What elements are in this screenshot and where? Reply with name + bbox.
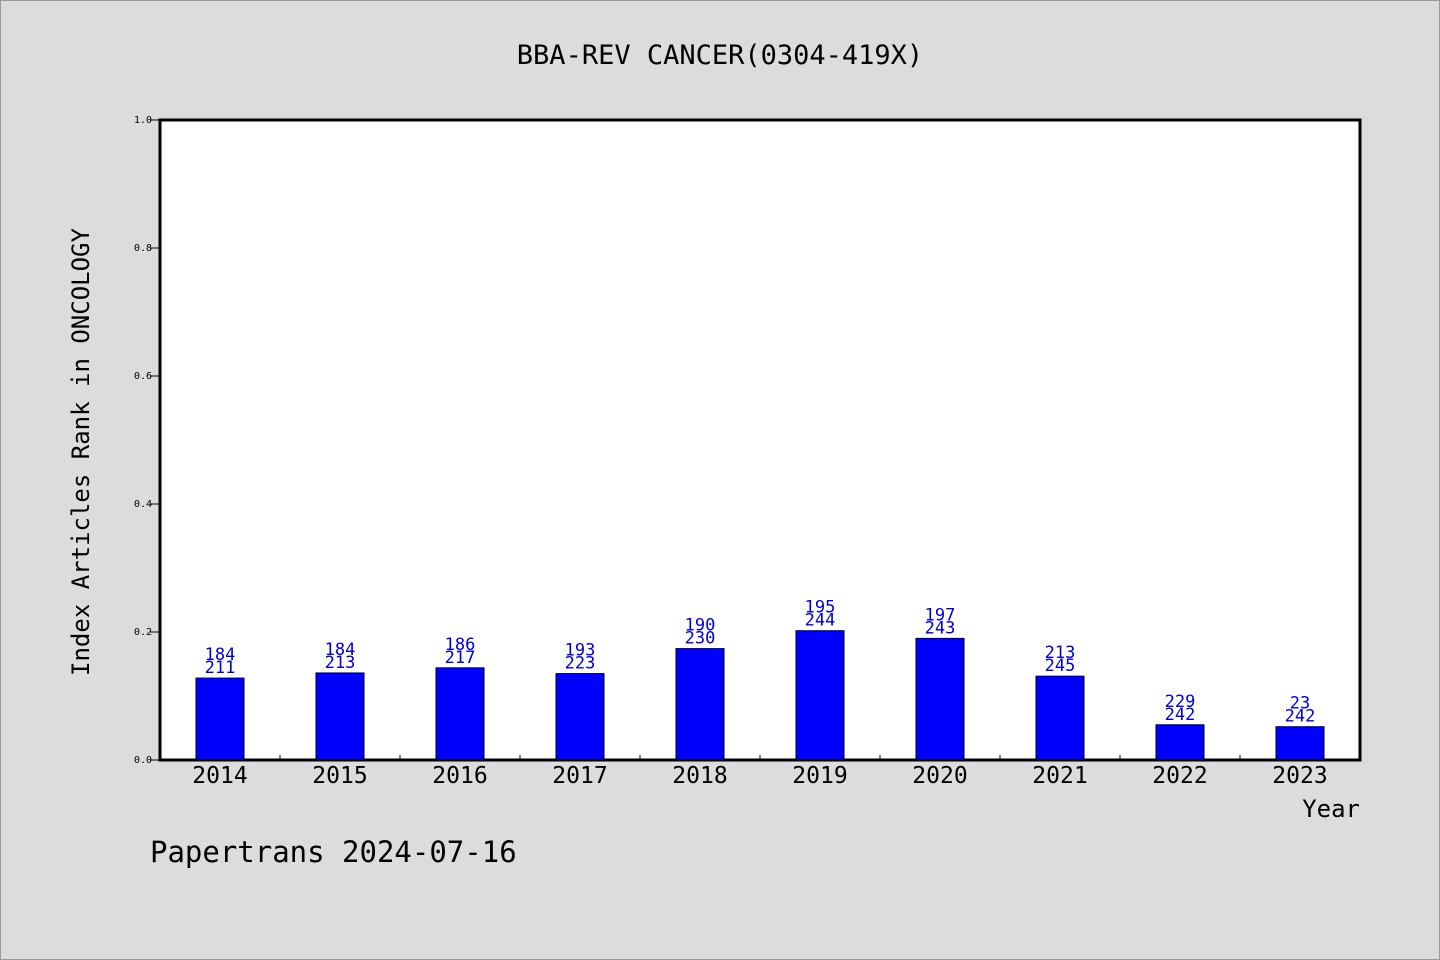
bar bbox=[675, 648, 725, 761]
bar-label-bottom: 242 bbox=[1165, 705, 1196, 725]
bar bbox=[795, 630, 845, 761]
bar bbox=[1155, 724, 1205, 761]
footer-credit: Papertrans 2024-07-16 bbox=[150, 835, 517, 869]
bar bbox=[195, 677, 245, 761]
y-axis-label: Index Articles Rank in ONCOLOGY bbox=[67, 227, 95, 675]
x-tick-label: 2014 bbox=[192, 763, 247, 789]
chart-title: BBA-REV CANCER(0304-419X) bbox=[517, 40, 923, 71]
bar-label-top: 184 bbox=[325, 640, 356, 660]
y-tick-label: 1.0 bbox=[134, 115, 152, 126]
bar-label-bottom: 223 bbox=[565, 654, 596, 674]
y-tick-label: 0.4 bbox=[134, 499, 152, 510]
bar-label-bottom: 244 bbox=[805, 611, 836, 631]
y-tick-label: 0.2 bbox=[134, 627, 152, 638]
y-tick-label: 0.6 bbox=[134, 371, 152, 382]
x-tick-label: 2020 bbox=[912, 763, 967, 789]
bar-label-top: 190 bbox=[685, 616, 716, 636]
bar-label-bottom: 242 bbox=[1285, 707, 1316, 727]
x-tick-label: 2016 bbox=[432, 763, 487, 789]
x-tick-label: 2019 bbox=[792, 763, 847, 789]
x-tick-label: 2021 bbox=[1032, 763, 1087, 789]
bar-label-bottom: 211 bbox=[205, 658, 236, 678]
bar-label-top: 229 bbox=[1165, 692, 1196, 712]
x-tick-label: 2018 bbox=[672, 763, 727, 789]
x-axis-label: Year bbox=[1302, 795, 1360, 823]
y-tick-label: 0.0 bbox=[134, 755, 152, 766]
x-tick-label: 2017 bbox=[552, 763, 607, 789]
bar-label-top: 193 bbox=[565, 641, 596, 661]
bar-series bbox=[195, 630, 1325, 761]
bar bbox=[1275, 726, 1325, 761]
y-axis: 0.0 0.2 0.4 0.6 0.8 1.0 bbox=[134, 115, 160, 766]
bar bbox=[315, 672, 365, 761]
bar bbox=[915, 637, 965, 761]
bar-label-bottom: 230 bbox=[685, 629, 716, 649]
bar bbox=[1035, 675, 1085, 761]
bar-label-bottom: 243 bbox=[925, 618, 956, 638]
bar-label-top: 184 bbox=[205, 645, 236, 665]
bar bbox=[555, 673, 605, 761]
x-tick-label: 2015 bbox=[312, 763, 367, 789]
bar-label-top: 186 bbox=[445, 635, 476, 655]
bar-label-top: 23 bbox=[1290, 694, 1310, 714]
plot-area bbox=[158, 118, 1362, 762]
bar-label-bottom: 217 bbox=[445, 648, 476, 668]
x-tick-label: 2023 bbox=[1272, 763, 1327, 789]
bar-label-top: 197 bbox=[925, 605, 956, 625]
x-axis: 2014 2015 2016 2017 2018 2019 2020 2021 2022 2023 bbox=[192, 755, 1328, 789]
x-tick-label: 2022 bbox=[1152, 763, 1207, 789]
bar bbox=[435, 667, 485, 761]
bar-label-top: 213 bbox=[1045, 643, 1076, 663]
bar-label-bottom: 213 bbox=[325, 653, 356, 673]
y-tick-label: 0.8 bbox=[134, 243, 152, 254]
bar-label-bottom: 245 bbox=[1045, 656, 1076, 676]
bar-label-top: 195 bbox=[805, 598, 836, 618]
